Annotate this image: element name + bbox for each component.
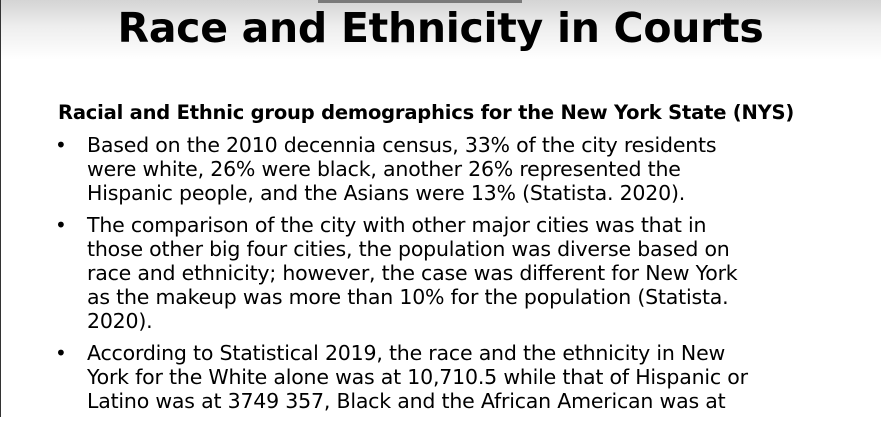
- bullet-item: • The comparison of the city with other …: [52, 213, 852, 333]
- bullet-line: were white, 26% were black, another 26% …: [87, 157, 681, 181]
- bullet-list: • Based on the 2010 decennia census, 33%…: [52, 133, 852, 421]
- bullet-line: Based on the 2010 decennia census, 33% o…: [87, 133, 717, 157]
- slide-subheading: Racial and Ethnic group demographics for…: [58, 101, 795, 124]
- bullet-line: The comparison of the city with other ma…: [87, 213, 707, 237]
- bullet-icon: •: [55, 213, 67, 237]
- bullet-line: race and ethnicity; however, the case wa…: [87, 261, 738, 285]
- bullet-item: • Based on the 2010 decennia census, 33%…: [52, 133, 852, 205]
- bullet-item: • According to Statistical 2019, the rac…: [52, 341, 852, 413]
- bullet-line: According to Statistical 2019, the race …: [87, 341, 726, 365]
- bullet-icon: •: [55, 133, 67, 157]
- bullet-line: as the makeup was more than 10% for the …: [87, 285, 729, 309]
- bullet-line: Hispanic people, and the Asians were 13%…: [87, 181, 686, 205]
- bullet-line: 2020).: [87, 309, 153, 333]
- bullet-icon: •: [55, 341, 67, 365]
- bullet-line: Latino was at 3749 357, Black and the Af…: [87, 389, 726, 413]
- slide-top-bar: [318, 0, 522, 3]
- slide-title: Race and Ethnicity in Courts: [117, 4, 764, 52]
- bullet-line: those other big four cities, the populat…: [87, 237, 730, 261]
- slide-header-shade: [0, 0, 881, 60]
- bullet-line: York for the White alone was at 10,710.5…: [87, 365, 748, 389]
- slide-left-border: [0, 0, 1, 417]
